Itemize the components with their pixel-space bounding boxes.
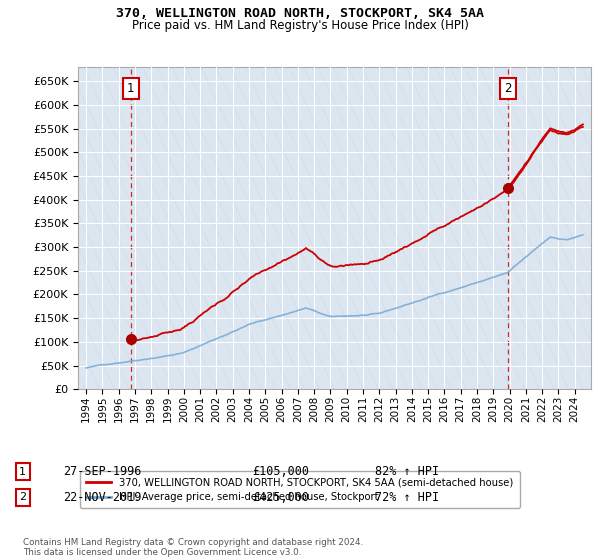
Text: £105,000: £105,000: [252, 465, 309, 478]
Text: 22-NOV-2019: 22-NOV-2019: [63, 491, 142, 504]
Text: 1: 1: [19, 466, 26, 477]
Text: Contains HM Land Registry data © Crown copyright and database right 2024.
This d: Contains HM Land Registry data © Crown c…: [23, 538, 363, 557]
Text: 82% ↑ HPI: 82% ↑ HPI: [375, 465, 439, 478]
Text: 1: 1: [127, 82, 134, 95]
Text: 2: 2: [504, 82, 512, 95]
Text: £425,000: £425,000: [252, 491, 309, 504]
Legend: 370, WELLINGTON ROAD NORTH, STOCKPORT, SK4 5AA (semi-detached house), HPI: Avera: 370, WELLINGTON ROAD NORTH, STOCKPORT, S…: [80, 471, 520, 508]
Text: 72% ↑ HPI: 72% ↑ HPI: [375, 491, 439, 504]
Text: 2: 2: [19, 492, 26, 502]
Text: 370, WELLINGTON ROAD NORTH, STOCKPORT, SK4 5AA: 370, WELLINGTON ROAD NORTH, STOCKPORT, S…: [116, 7, 484, 20]
Text: Price paid vs. HM Land Registry's House Price Index (HPI): Price paid vs. HM Land Registry's House …: [131, 19, 469, 32]
Text: 27-SEP-1996: 27-SEP-1996: [63, 465, 142, 478]
